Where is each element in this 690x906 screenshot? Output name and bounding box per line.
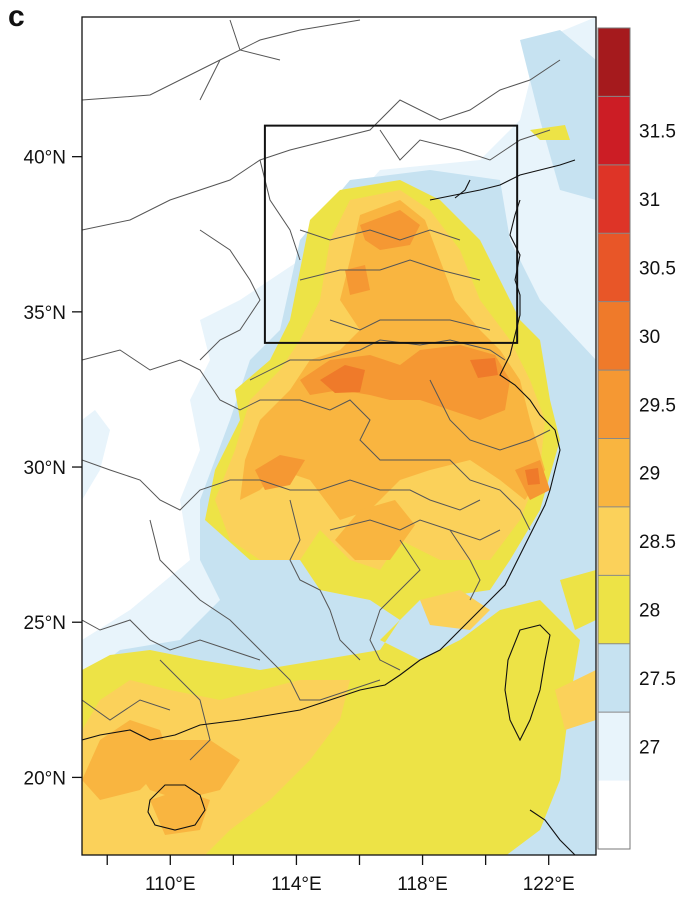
contour-fill-30 <box>320 358 540 485</box>
colorbar-label: 28 <box>639 601 660 622</box>
latitude-axis: 20°N 25°N 30°N 35°N 40°N <box>24 148 82 789</box>
colorbar-label: 29 <box>639 464 660 485</box>
lat-tick-label: 35°N <box>24 303 66 324</box>
map-plot-area <box>82 17 596 855</box>
lon-tick-label: 118°E <box>397 874 448 895</box>
colorbar-swatch <box>598 301 630 371</box>
lat-tick-label: 40°N <box>24 148 66 169</box>
colorbar-label: 30.5 <box>639 258 676 279</box>
longitude-axis: 110°E 114°E 118°E 122°E <box>106 855 575 895</box>
colorbar-label: 30 <box>639 327 660 348</box>
colorbar-swatch <box>598 712 630 781</box>
colorbar-label: 29.5 <box>639 395 676 416</box>
panel-label: c <box>8 0 25 33</box>
contour-fill-29 <box>82 200 545 835</box>
colorbar: 27 27.5 28 28.5 29 29.5 30 30.5 31 31.5 <box>597 27 676 850</box>
region-box <box>263 124 519 344</box>
colorbar-swatch <box>598 438 630 507</box>
colorbar-swatch <box>598 506 630 576</box>
colorbar-swatch <box>598 28 630 97</box>
colorbar-swatch <box>598 164 630 234</box>
colorbar-label: 31.5 <box>639 122 676 143</box>
lat-tick-label: 25°N <box>24 613 66 634</box>
province-boundaries <box>82 19 561 761</box>
colorbar-swatch <box>598 575 630 644</box>
colorbar-label: 27 <box>639 737 660 758</box>
lat-tick-label: 30°N <box>24 458 66 479</box>
colorbar-swatch <box>598 233 630 302</box>
lon-tick-label: 110°E <box>145 874 196 895</box>
colorbar-label: 28.5 <box>639 532 676 553</box>
lon-tick-label: 122°E <box>523 874 575 895</box>
plot-frame <box>81 16 597 856</box>
lon-tick-label: 114°E <box>271 874 322 895</box>
colorbar-label: 27.5 <box>639 669 676 690</box>
colorbar-label: 31 <box>639 190 660 211</box>
contour-fill-29-5 <box>255 210 550 500</box>
colorbar-swatch <box>598 643 630 713</box>
colorbar-swatch <box>598 370 630 439</box>
lat-tick-label: 20°N <box>24 768 66 789</box>
colorbar-swatch <box>598 780 630 849</box>
colorbar-swatch <box>598 96 630 165</box>
